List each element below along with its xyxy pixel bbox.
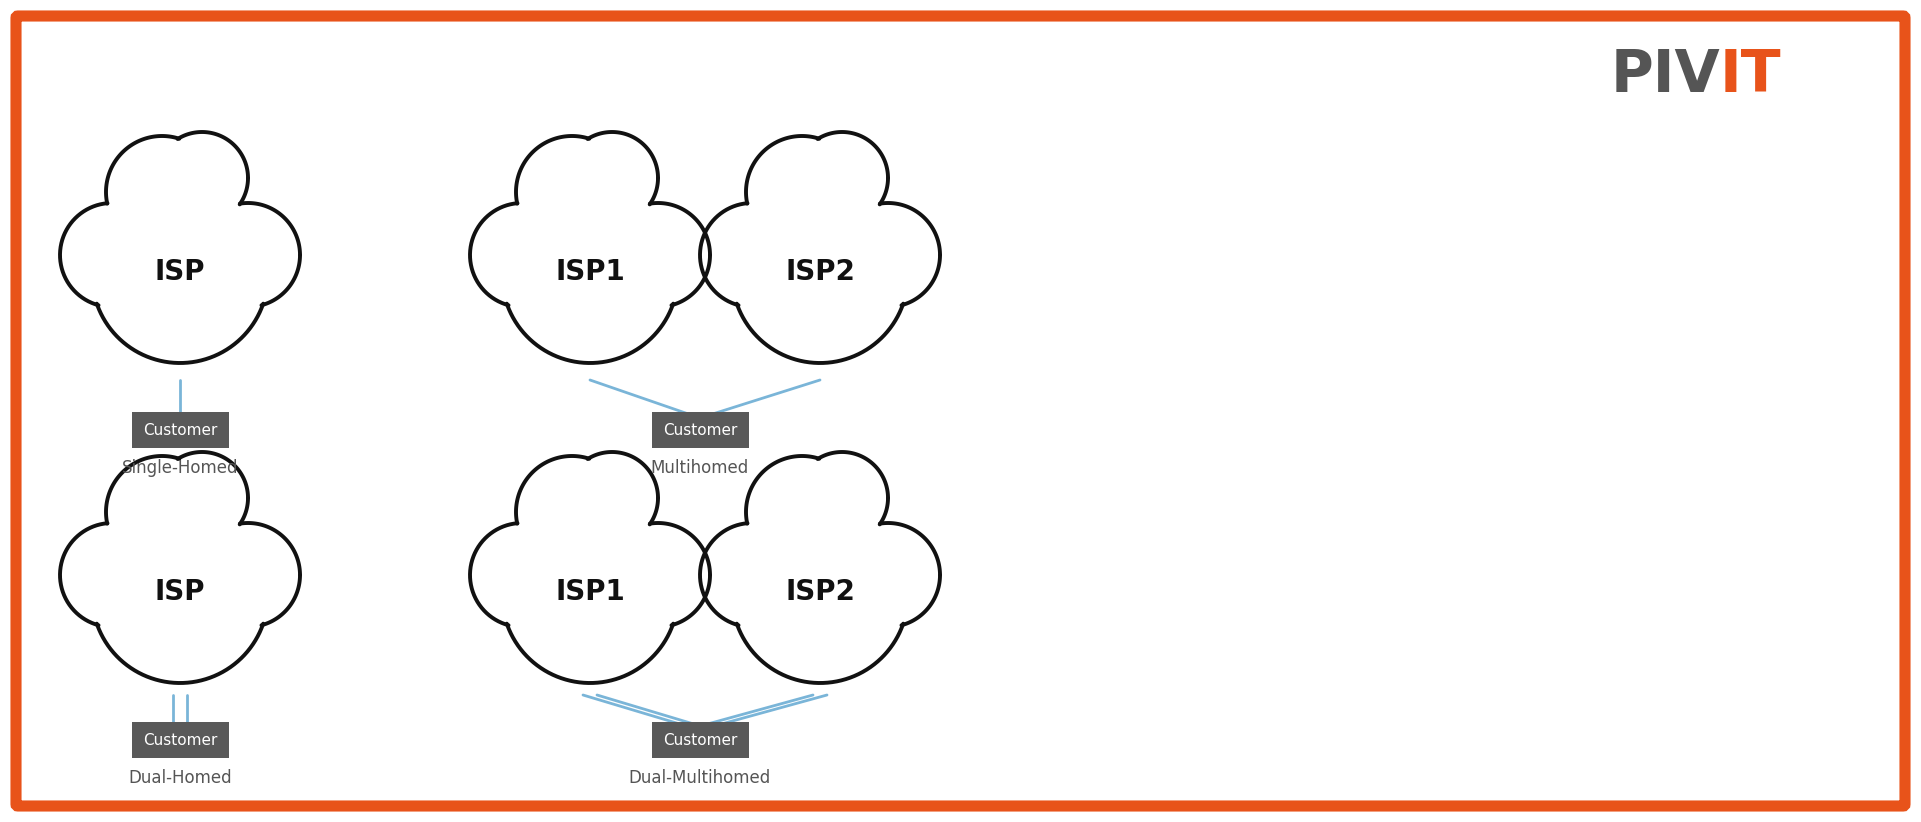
Circle shape xyxy=(795,452,888,544)
Circle shape xyxy=(795,132,888,224)
Circle shape xyxy=(471,203,574,307)
FancyBboxPatch shape xyxy=(651,412,749,448)
Text: PIV: PIV xyxy=(1610,47,1719,104)
Circle shape xyxy=(605,523,711,627)
Circle shape xyxy=(92,507,269,683)
FancyBboxPatch shape xyxy=(651,722,749,758)
Text: Dual-Multihomed: Dual-Multihomed xyxy=(628,769,770,787)
Text: ISP2: ISP2 xyxy=(786,258,855,286)
Circle shape xyxy=(836,523,939,627)
Circle shape xyxy=(501,187,678,363)
Text: IT: IT xyxy=(1719,47,1781,104)
Circle shape xyxy=(60,523,163,627)
Text: ISP1: ISP1 xyxy=(555,258,624,286)
Circle shape xyxy=(156,452,248,544)
Circle shape xyxy=(567,452,659,544)
Text: Customer: Customer xyxy=(663,423,738,437)
Text: Single-Homed: Single-Homed xyxy=(121,459,238,477)
Circle shape xyxy=(517,456,628,568)
Text: ISP1: ISP1 xyxy=(555,578,624,606)
Circle shape xyxy=(106,136,217,248)
Text: Customer: Customer xyxy=(142,423,217,437)
Text: ISP: ISP xyxy=(156,258,206,286)
Circle shape xyxy=(699,523,805,627)
Circle shape xyxy=(567,132,659,224)
Circle shape xyxy=(605,203,711,307)
Circle shape xyxy=(745,136,859,248)
FancyBboxPatch shape xyxy=(131,722,229,758)
Circle shape xyxy=(196,523,300,627)
Text: Customer: Customer xyxy=(142,732,217,747)
Text: ISP: ISP xyxy=(156,578,206,606)
Circle shape xyxy=(92,187,269,363)
Text: ISP2: ISP2 xyxy=(786,578,855,606)
Circle shape xyxy=(732,507,909,683)
Text: Customer: Customer xyxy=(663,732,738,747)
FancyBboxPatch shape xyxy=(131,412,229,448)
Circle shape xyxy=(156,132,248,224)
Circle shape xyxy=(732,187,909,363)
Circle shape xyxy=(60,203,163,307)
Circle shape xyxy=(745,456,859,568)
Circle shape xyxy=(501,507,678,683)
Circle shape xyxy=(471,523,574,627)
Text: Multihomed: Multihomed xyxy=(651,459,749,477)
Text: Dual-Homed: Dual-Homed xyxy=(129,769,232,787)
Circle shape xyxy=(106,456,217,568)
Circle shape xyxy=(517,136,628,248)
Circle shape xyxy=(699,203,805,307)
Circle shape xyxy=(196,203,300,307)
Circle shape xyxy=(836,203,939,307)
